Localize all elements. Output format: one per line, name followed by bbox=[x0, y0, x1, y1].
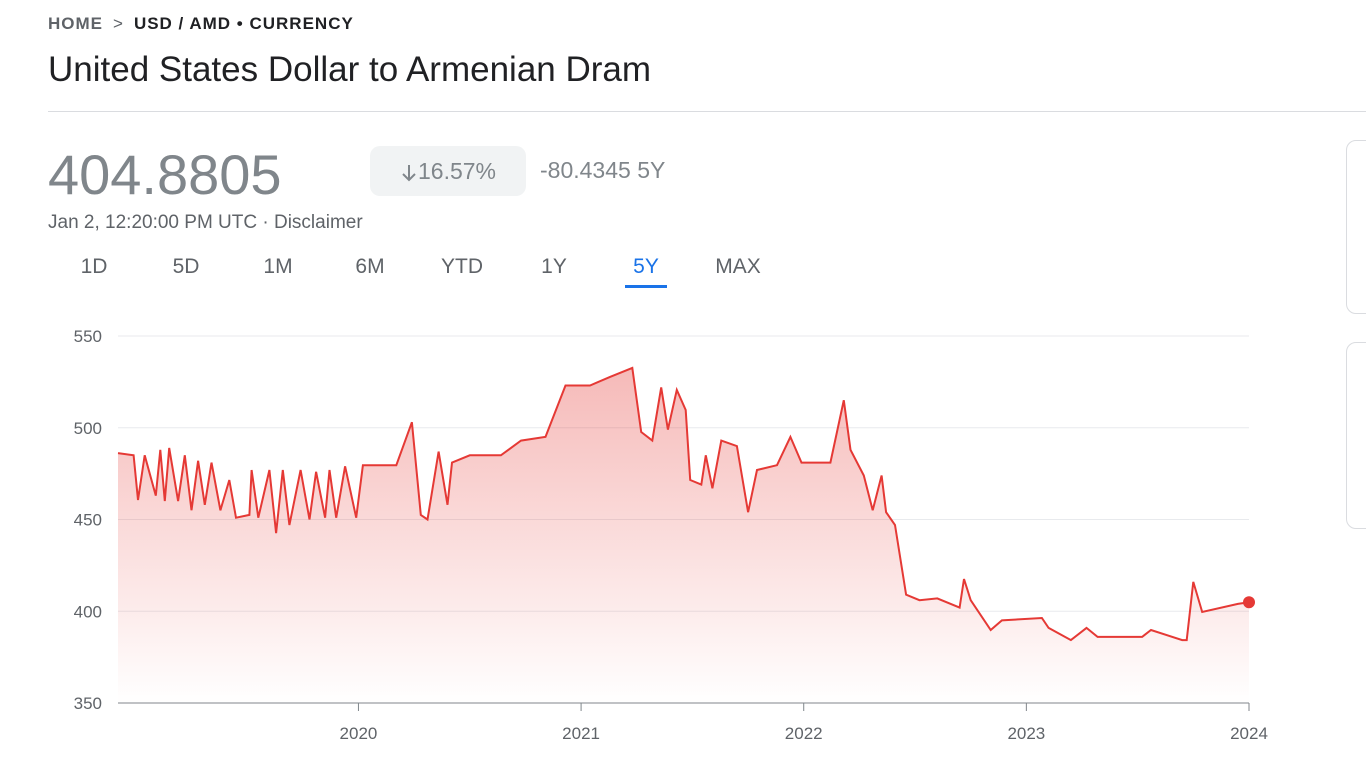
tab-label[interactable]: 1D bbox=[80, 255, 108, 278]
breadcrumb: HOME > USD / AMD • CURRENCY bbox=[48, 14, 354, 33]
range-tab[interactable]: 1D bbox=[48, 255, 140, 287]
divider bbox=[48, 111, 1366, 112]
x-tick-label: 2023 bbox=[1007, 724, 1045, 743]
y-tick-label: 350 bbox=[74, 694, 102, 713]
x-tick-label: 2020 bbox=[340, 724, 378, 743]
y-tick-label: 500 bbox=[74, 419, 102, 438]
range-tab[interactable]: 5D bbox=[140, 255, 232, 287]
side-card bbox=[1346, 342, 1366, 529]
change-percent: 16.57% bbox=[417, 158, 496, 184]
down-arrow bbox=[402, 164, 416, 182]
y-tick-label: 550 bbox=[74, 327, 102, 346]
crumb-home[interactable]: HOME bbox=[48, 14, 103, 33]
price: 404.8805 bbox=[48, 143, 282, 206]
tab-label[interactable]: 6M bbox=[355, 255, 385, 278]
range-tab[interactable]: YTD bbox=[416, 255, 508, 287]
area bbox=[118, 367, 1249, 703]
range-tab[interactable]: 6M bbox=[324, 255, 416, 287]
range-tab[interactable]: 1Y bbox=[508, 255, 600, 287]
range-tab[interactable]: 1M bbox=[232, 255, 324, 287]
page-title: United States Dollar to Armenian Dram bbox=[48, 50, 652, 89]
range-tabs: 1D 5D 1M 6M YTD 1Y 5Y MAX bbox=[48, 255, 784, 288]
x-tick-label: 2024 bbox=[1230, 724, 1268, 743]
crumb-current[interactable]: USD / AMD • CURRENCY bbox=[133, 14, 354, 33]
tab-label[interactable]: 1Y bbox=[541, 255, 567, 278]
tab-label[interactable]: 5D bbox=[172, 255, 200, 278]
tab-label[interactable]: 5Y bbox=[625, 255, 667, 288]
side-card bbox=[1346, 140, 1366, 314]
range-tab[interactable]: MAX bbox=[692, 255, 784, 287]
y-tick-label: 400 bbox=[74, 602, 102, 621]
change: -80.4345 5Y bbox=[540, 157, 666, 183]
change-pill: 16.57% bbox=[370, 146, 526, 196]
tab-label[interactable]: 1M bbox=[263, 255, 293, 278]
x-tick-label: 2021 bbox=[562, 724, 600, 743]
range-tab[interactable]: 5Y bbox=[600, 255, 692, 288]
end-dot bbox=[1243, 596, 1255, 609]
line bbox=[117, 366, 1250, 642]
tab-label[interactable]: MAX bbox=[715, 255, 761, 278]
y-tick-label: 450 bbox=[74, 511, 102, 530]
x-tick-label: 2022 bbox=[785, 724, 823, 743]
tab-label[interactable]: YTD bbox=[441, 255, 483, 278]
timestamp: Jan 2, 12:20:00 PM UTC · Disclaimer bbox=[48, 212, 363, 233]
